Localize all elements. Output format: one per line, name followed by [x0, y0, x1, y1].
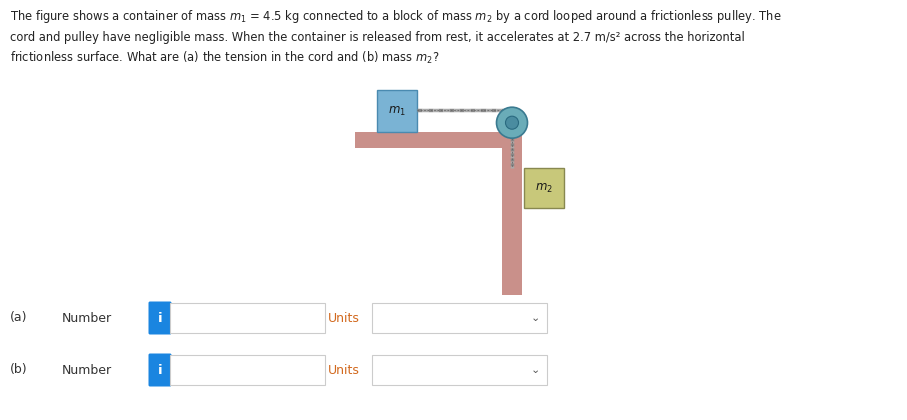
- Text: $m_2$: $m_2$: [535, 181, 553, 194]
- Bar: [170, 355, 325, 385]
- Bar: [355, 132, 522, 148]
- Text: ⌄: ⌄: [531, 313, 540, 323]
- Text: The figure shows a container of mass $m_1$ = 4.5 kg connected to a block of mass: The figure shows a container of mass $m_…: [10, 8, 782, 66]
- Text: Number: Number: [62, 312, 112, 325]
- Text: (b): (b): [10, 363, 27, 376]
- Bar: [377, 90, 417, 132]
- FancyBboxPatch shape: [149, 354, 171, 386]
- Text: i: i: [158, 312, 162, 325]
- Text: ⌄: ⌄: [531, 365, 540, 375]
- Circle shape: [496, 107, 528, 138]
- Text: Units: Units: [328, 312, 360, 325]
- Bar: [502, 132, 522, 295]
- Bar: [372, 355, 547, 385]
- Text: $m_1$: $m_1$: [388, 105, 406, 118]
- Bar: [524, 168, 564, 208]
- Text: Number: Number: [62, 363, 112, 376]
- Bar: [170, 303, 325, 333]
- Text: Units: Units: [328, 363, 360, 376]
- Text: (a): (a): [10, 312, 27, 325]
- Bar: [372, 303, 547, 333]
- FancyBboxPatch shape: [149, 302, 171, 334]
- Circle shape: [505, 116, 519, 129]
- Text: i: i: [158, 363, 162, 376]
